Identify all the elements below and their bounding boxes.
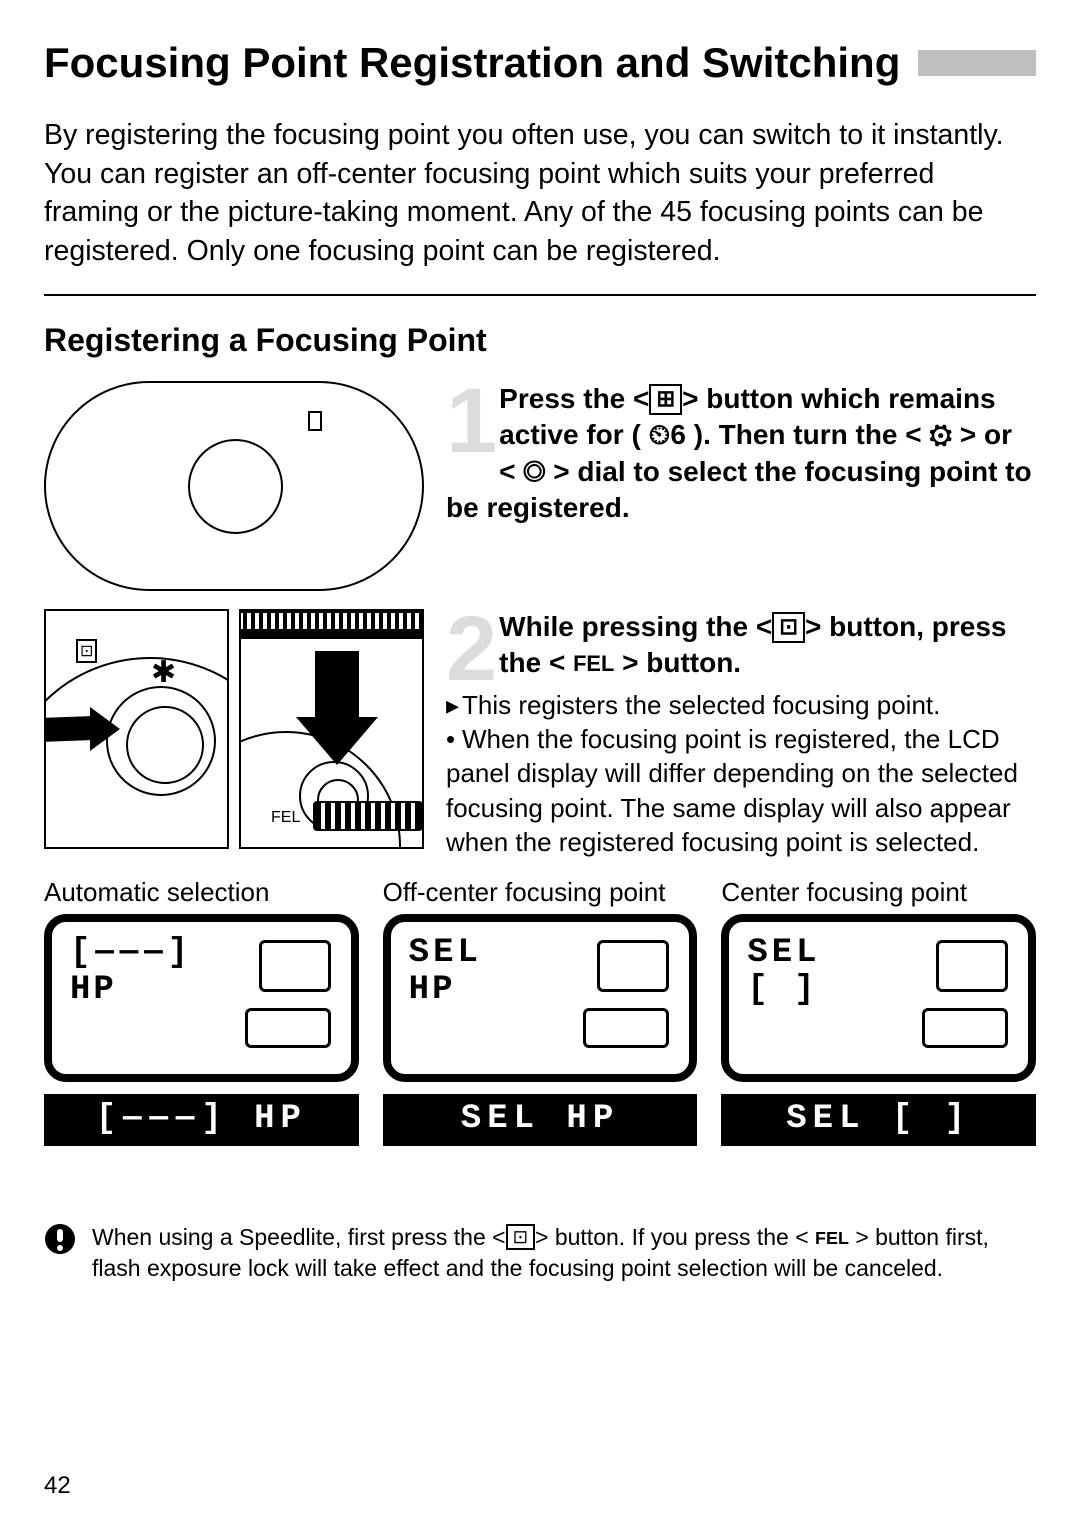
step2-text-a: While pressing the < [499,611,772,642]
lcd-panel: SEL HP [383,914,698,1082]
intro-paragraph: By registering the focusing point you of… [44,116,1036,270]
lcd-panel: [‒‒‒] HP [44,914,359,1082]
step2-text-c: > button. [622,647,741,678]
lcd-label-auto: Automatic selection [44,877,359,908]
lcd-label-offcenter: Off-center focusing point [383,877,698,908]
lcd-labels-row: Automatic selection Off-center focusing … [44,877,1036,908]
step1-text: 1 Press the <⊞> button which remains act… [446,381,1036,591]
page-number: 42 [44,1472,71,1500]
warning-note: When using a Speedlite, first press the … [44,1222,1036,1284]
warning-icon [44,1222,78,1284]
grip-strip-icon [313,801,423,831]
lcd-box-icon [583,1008,669,1048]
step2-bullet1: This registers the selected focusing poi… [462,690,940,720]
title-stripe [918,50,1036,76]
step2-row: ⊡ ✱ FEL 2 While pressing the <⊡> button,… [44,609,1036,859]
step1-number: 1 [446,385,491,459]
step1-text-a: Press the < [499,383,649,414]
rear-dial-icon [106,686,216,796]
lcd-box-icon [936,940,1008,992]
section-subhead: Registering a Focusing Point [44,322,1036,359]
lcd-label-center: Center focusing point [721,877,1036,908]
fel-text: FEL [815,1228,849,1248]
title-row: Focusing Point Registration and Switchin… [44,40,1036,86]
lcd-box-icon [259,940,331,992]
note-text-a: When using a Speedlite, first press the … [92,1224,506,1250]
note-text-b: > button. If you press the < [535,1224,809,1250]
af-sel-icon-inline: ⊡ [772,612,805,643]
af-sel-icon-inline: ⊡ [506,1224,535,1250]
lcd-strip: [‒‒‒] HP [44,1094,359,1146]
lcd-panel: SEL [ ] [721,914,1036,1082]
af-grid-icon: ⊞ [649,384,682,415]
viewfinder-af-point [308,411,322,431]
lcd-box-icon [597,940,669,992]
fel-label: FEL [271,809,300,827]
down-arrow-icon [315,651,359,721]
step2-bullet2: When the focusing point is registered, t… [446,724,1018,857]
lcd-unit-offcenter: SEL HP SEL HP [383,914,698,1146]
af-sel-icon: ⊡ [76,639,97,663]
step1-row: 1 Press the <⊞> button which remains act… [44,381,1036,591]
lcd-box-icon [245,1008,331,1048]
lcd-strip: SEL HP [383,1094,698,1146]
lcd-unit-center: SEL [ ] SEL [ ] [721,914,1036,1146]
camera-figure-right: FEL [239,609,424,849]
divider-rule [44,294,1036,296]
lcd-box-icon [922,1008,1008,1048]
lcd-strip: SEL [ ] [721,1094,1036,1146]
lcd-unit-auto: [‒‒‒] HP [‒‒‒] HP [44,914,359,1146]
viewfinder-center-circle [188,439,283,534]
step2-text: 2 While pressing the <⊡> button, press t… [446,609,1036,859]
step2-number: 2 [446,613,491,687]
lcd-row: [‒‒‒] HP [‒‒‒] HP SEL HP SEL HP SEL [ ] … [44,914,1036,1146]
fel-text: FEL [573,651,614,676]
page-title: Focusing Point Registration and Switchin… [44,40,900,86]
camera-figure-left: ⊡ ✱ [44,609,229,849]
viewfinder-figure [44,381,424,591]
